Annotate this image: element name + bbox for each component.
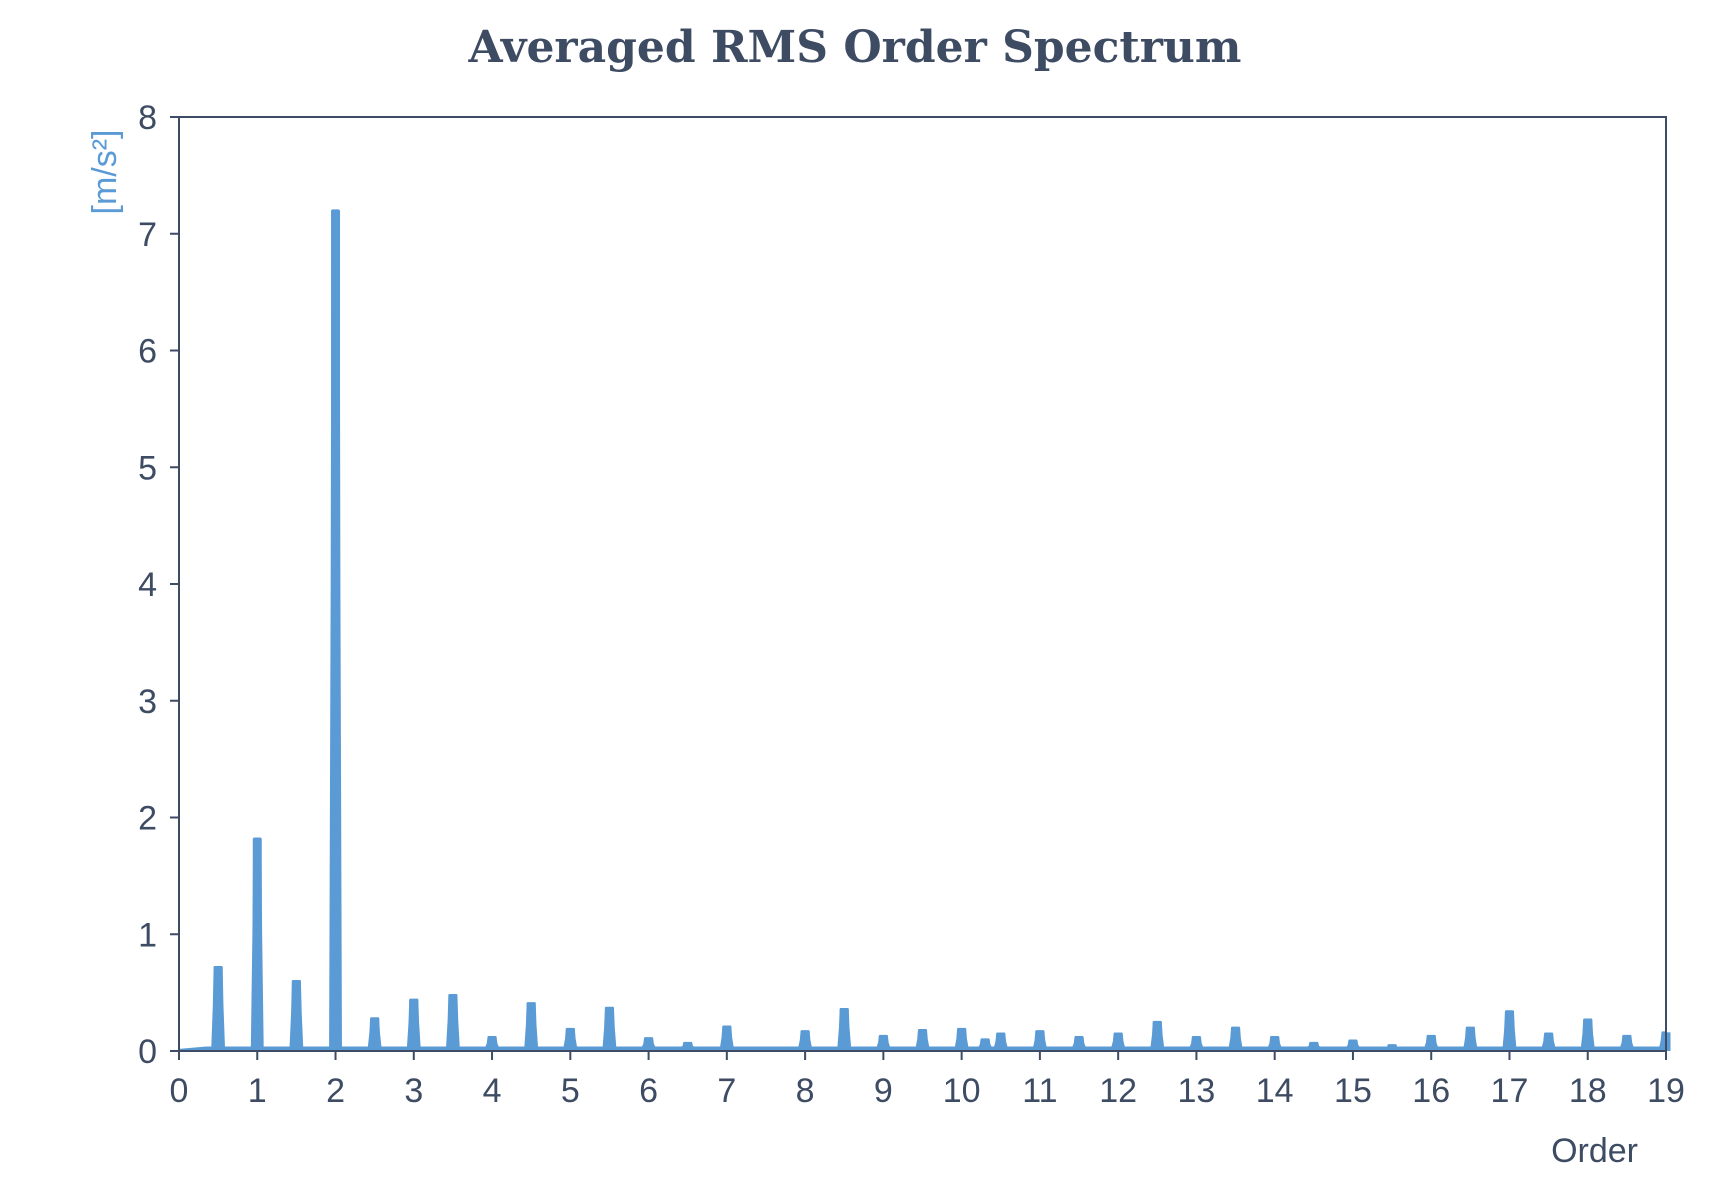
x-axis-label: Order <box>1551 1132 1638 1170</box>
y-tick-label-8: 8 <box>138 99 157 137</box>
x-tick-label-17: 17 <box>1491 1072 1529 1110</box>
x-tick-label-9: 9 <box>874 1072 893 1110</box>
y-tick-label-0: 0 <box>138 1033 157 1071</box>
plot-frame <box>178 116 1667 1052</box>
y-tick-label-4: 4 <box>138 566 157 604</box>
y-tick-label-7: 7 <box>138 216 157 254</box>
series-layer <box>178 209 1671 1052</box>
x-tick-label-6: 6 <box>639 1072 658 1110</box>
x-tick-label-2: 2 <box>326 1072 345 1110</box>
x-tick-label-13: 13 <box>1178 1072 1216 1110</box>
y-axis-label: [m/s²] <box>86 130 124 215</box>
x-tick-label-8: 8 <box>796 1072 815 1110</box>
x-tick-label-0: 0 <box>170 1072 189 1110</box>
y-tick-label-2: 2 <box>138 800 157 838</box>
y-tick-label-1: 1 <box>138 916 157 954</box>
x-tick-label-10: 10 <box>943 1072 981 1110</box>
x-tick-label-4: 4 <box>483 1072 502 1110</box>
x-tick-label-12: 12 <box>1099 1072 1137 1110</box>
x-tick-label-14: 14 <box>1256 1072 1294 1110</box>
x-tick-label-3: 3 <box>404 1072 423 1110</box>
x-tick-label-15: 15 <box>1334 1072 1372 1110</box>
spectrum-series <box>178 209 1669 1052</box>
x-tick-label-19: 19 <box>1647 1072 1685 1110</box>
x-tick-label-11: 11 <box>1022 1072 1057 1110</box>
y-tick-label-3: 3 <box>138 683 157 721</box>
axis-layer <box>178 116 1667 1052</box>
x-tick-label-5: 5 <box>561 1072 580 1110</box>
x-tick-label-18: 18 <box>1569 1072 1607 1110</box>
chart-title: Averaged RMS Order Spectrum <box>468 22 1242 73</box>
x-tick-label-16: 16 <box>1412 1072 1450 1110</box>
y-tick-label-5: 5 <box>138 449 157 487</box>
y-tick-label-6: 6 <box>138 333 157 371</box>
x-tick-label-1: 1 <box>248 1072 267 1110</box>
x-tick-label-7: 7 <box>717 1072 736 1110</box>
